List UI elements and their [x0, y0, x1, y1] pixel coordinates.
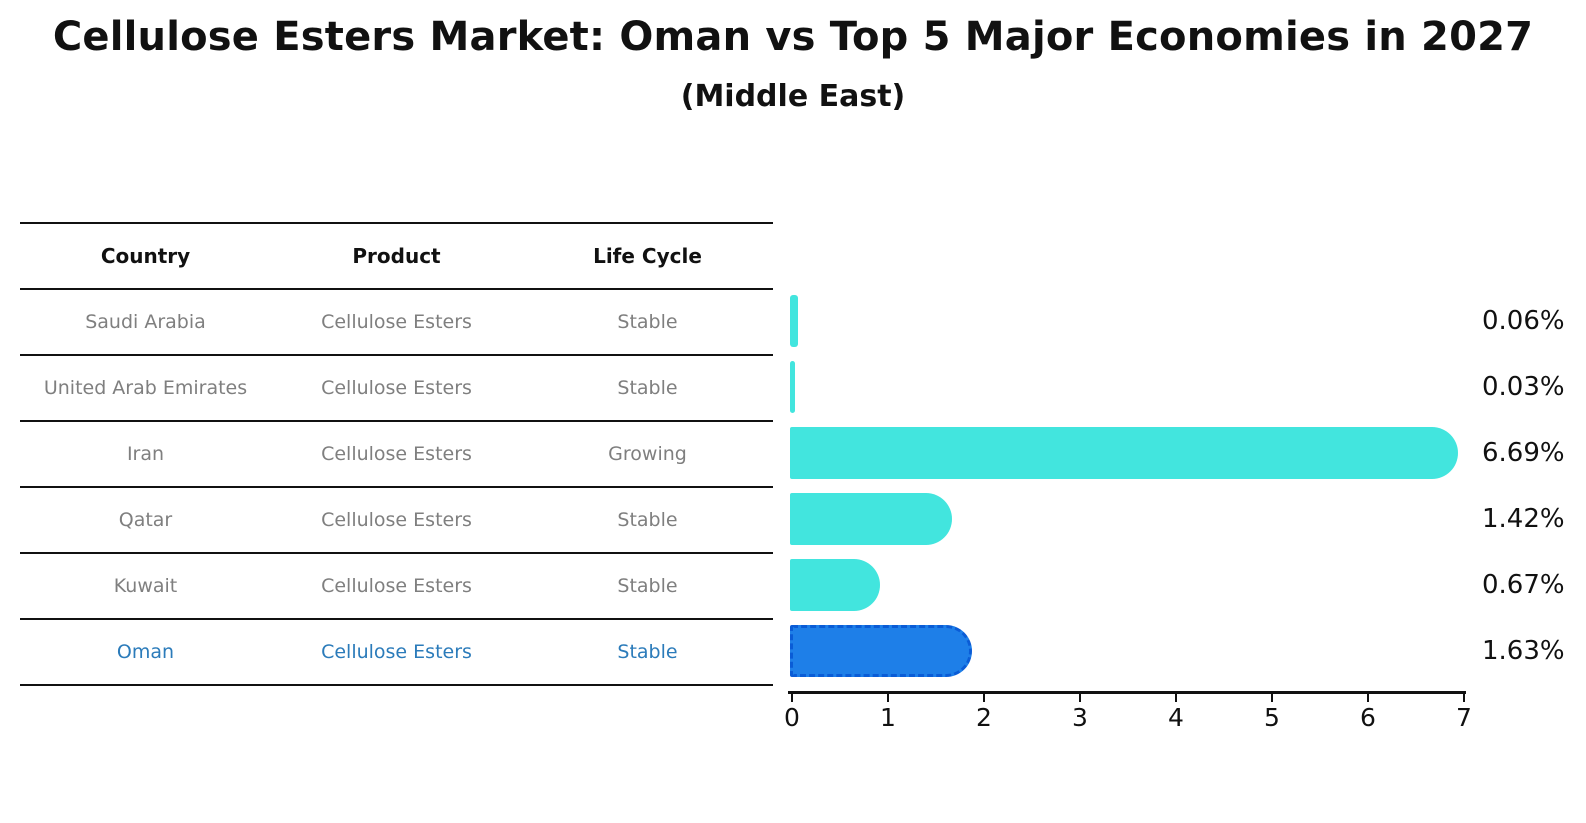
col-header-product: Product	[352, 244, 441, 268]
x-axis-tick	[1271, 693, 1273, 702]
x-axis-tick-label: 2	[976, 703, 992, 732]
cell-life-cycle: Stable	[617, 641, 678, 663]
chart-subtitle: (Middle East)	[680, 79, 906, 114]
cell-country: Oman	[116, 641, 175, 663]
bar-value-label: 1.63%	[1482, 636, 1565, 666]
bar	[790, 493, 953, 545]
bar-value-label: 1.42%	[1482, 504, 1565, 534]
x-axis-tick-label: 0	[784, 703, 800, 732]
table-row: United Arab Emirates Cellulose Esters St…	[20, 356, 773, 422]
x-axis-tick	[1079, 693, 1081, 702]
cell-country: United Arab Emirates	[43, 377, 248, 399]
x-axis-tick-label: 6	[1360, 703, 1376, 732]
cell-life-cycle: Stable	[617, 311, 678, 333]
x-axis-line	[788, 691, 1466, 694]
x-axis-tick-label: 7	[1456, 703, 1472, 732]
cell-life-cycle: Growing	[608, 443, 687, 465]
table-row: Oman Cellulose Esters Stable	[20, 620, 773, 686]
cell-life-cycle: Stable	[617, 575, 678, 597]
bar-value-label: 0.03%	[1482, 372, 1565, 402]
cell-product: Cellulose Esters	[321, 443, 472, 465]
x-axis-tick-label: 3	[1072, 703, 1088, 732]
cell-product: Cellulose Esters	[321, 311, 472, 333]
col-header-country: Country	[100, 244, 191, 268]
cell-product: Cellulose Esters	[321, 641, 472, 663]
cell-product: Cellulose Esters	[321, 575, 472, 597]
bar	[790, 427, 1459, 479]
x-axis-tick	[1175, 693, 1177, 702]
bar-value-label: 0.06%	[1482, 306, 1565, 336]
cell-country: Saudi Arabia	[85, 311, 206, 333]
table-row: Kuwait Cellulose Esters Stable	[20, 554, 773, 620]
table-row: Qatar Cellulose Esters Stable	[20, 488, 773, 554]
col-header-life-cycle: Life Cycle	[593, 244, 702, 268]
country-table: Country Product Life Cycle Saudi Arabia …	[20, 222, 773, 686]
x-axis-tick	[1367, 693, 1369, 702]
cell-life-cycle: Stable	[617, 377, 678, 399]
table-row: Saudi Arabia Cellulose Esters Stable	[20, 290, 773, 356]
cell-country: Iran	[126, 443, 165, 465]
table-header-row: Country Product Life Cycle	[20, 224, 773, 290]
bar	[790, 295, 798, 347]
x-axis-tick	[791, 693, 793, 702]
x-axis-tick-label: 5	[1264, 703, 1280, 732]
bar-highlight	[790, 625, 973, 677]
bar-value-label: 0.67%	[1482, 570, 1565, 600]
cell-country: Qatar	[118, 509, 173, 531]
x-axis-tick	[887, 693, 889, 702]
x-axis-tick	[1463, 693, 1465, 702]
cell-product: Cellulose Esters	[321, 509, 472, 531]
chart-title: Cellulose Esters Market: Oman vs Top 5 M…	[52, 14, 1534, 60]
x-axis-tick-label: 4	[1168, 703, 1184, 732]
table-row: Iran Cellulose Esters Growing	[20, 422, 773, 488]
x-axis-tick	[983, 693, 985, 702]
bar	[790, 559, 881, 611]
cell-life-cycle: Stable	[617, 509, 678, 531]
cell-product: Cellulose Esters	[321, 377, 472, 399]
bar	[790, 361, 795, 413]
bar-value-label: 6.69%	[1482, 438, 1565, 468]
x-axis-tick-label: 1	[880, 703, 896, 732]
cell-country: Kuwait	[113, 575, 178, 597]
